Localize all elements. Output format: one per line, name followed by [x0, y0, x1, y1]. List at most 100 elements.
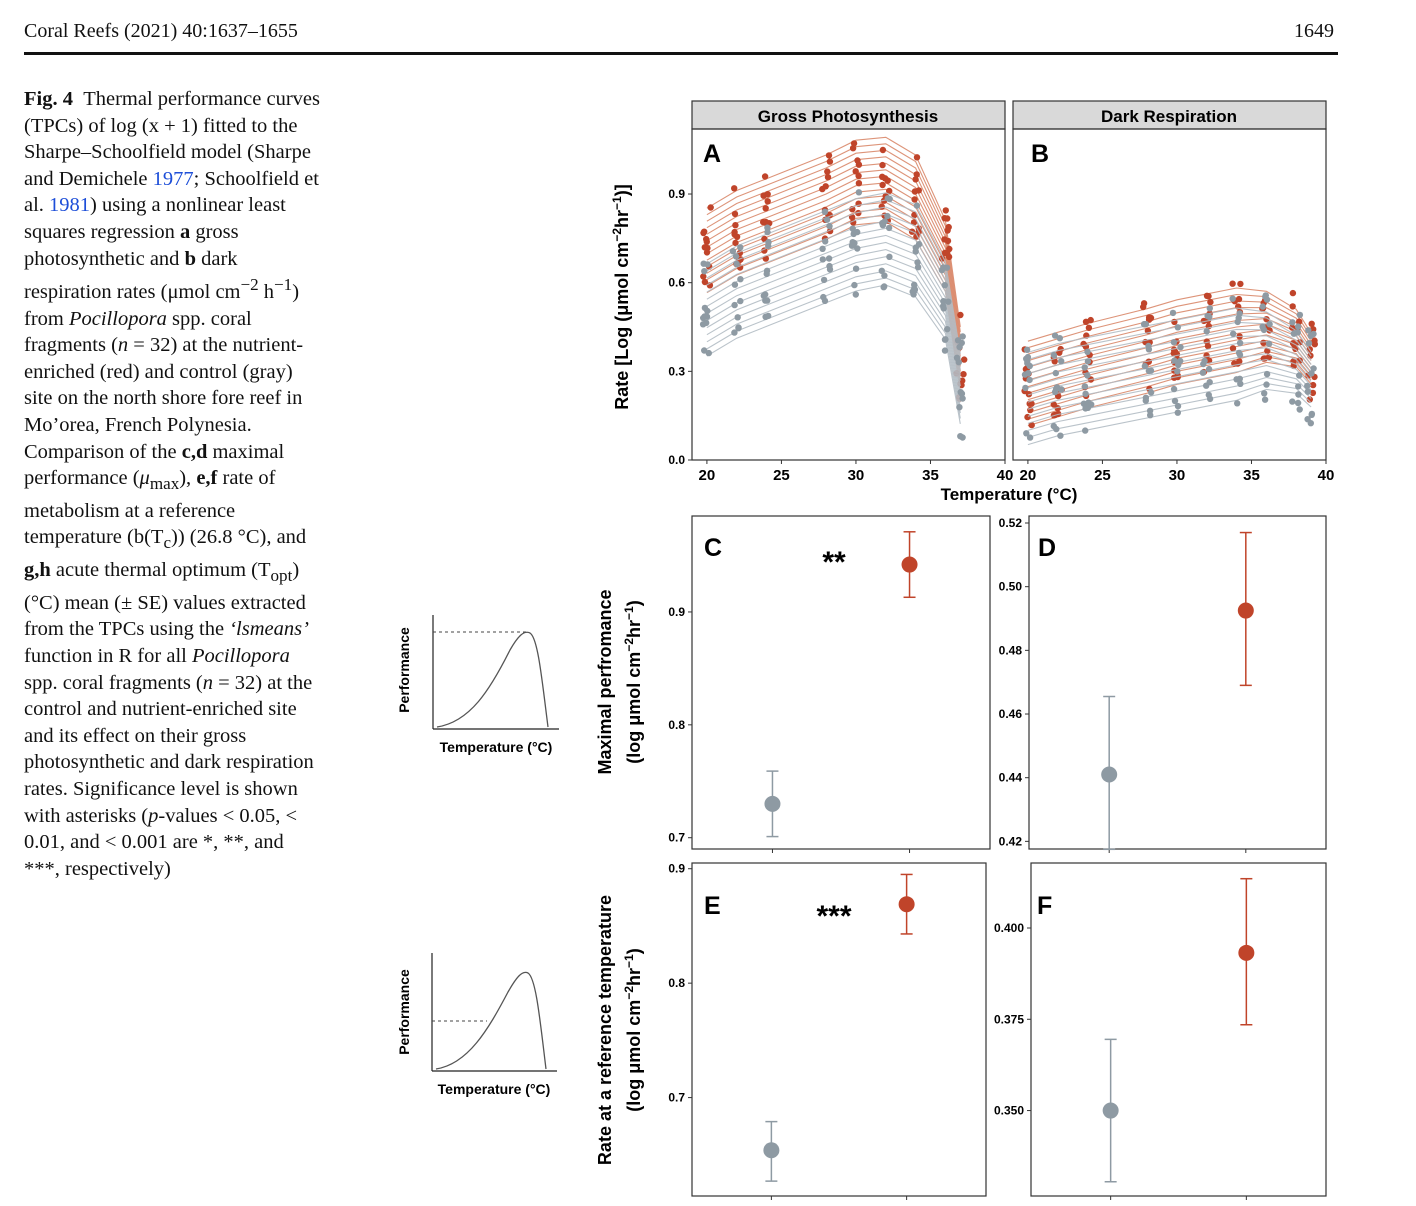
data-point	[1234, 318, 1241, 326]
x-tick-label: 40	[997, 467, 1014, 484]
data-point	[1266, 321, 1273, 328]
fitted-curve	[706, 227, 961, 381]
data-point	[943, 264, 951, 271]
data-point	[1295, 391, 1302, 398]
data-point	[737, 276, 744, 283]
strip-gross-photosynthesis	[691, 100, 1006, 130]
data-point	[1296, 318, 1303, 325]
data-point	[704, 307, 711, 315]
data-point	[822, 183, 829, 190]
ref-link-1977[interactable]: 1977	[152, 167, 194, 190]
data-point	[1264, 347, 1271, 355]
data-point	[1170, 385, 1178, 393]
fitted-curve	[706, 256, 961, 403]
x-tick-label: 35	[1243, 467, 1260, 484]
data-point	[914, 264, 922, 271]
data-point	[1145, 314, 1153, 321]
data-point	[1310, 365, 1317, 372]
data-point	[1309, 389, 1317, 397]
x-tick-label: 20	[699, 467, 716, 484]
data-point	[1084, 348, 1091, 355]
data-point	[1294, 399, 1302, 407]
data-point	[1236, 351, 1244, 359]
data-point	[1085, 324, 1093, 331]
data-point	[1309, 381, 1317, 389]
fitted-curve	[1027, 347, 1312, 396]
fitted-curve	[1027, 353, 1312, 403]
x-tick-label: 25	[1094, 467, 1111, 484]
y-tick-label: 0.52	[999, 516, 1023, 530]
data-point	[760, 192, 767, 199]
data-point	[701, 228, 708, 235]
data-point	[700, 260, 707, 267]
data-point	[1295, 383, 1302, 390]
data-point	[821, 208, 829, 215]
data-point	[737, 244, 744, 251]
data-point	[1204, 312, 1211, 320]
data-point	[1174, 409, 1182, 416]
data-point	[855, 209, 862, 217]
panel-label-c: C	[704, 534, 722, 562]
data-point	[1289, 319, 1296, 326]
data-point	[1296, 372, 1303, 379]
data-point	[700, 314, 707, 322]
data-point	[1206, 379, 1213, 386]
significance-c: **	[822, 546, 846, 579]
data-point	[1171, 357, 1178, 364]
inset-peak: Temperature (°C) Performance	[396, 615, 559, 755]
fitted-curve	[706, 206, 961, 365]
data-point	[737, 297, 744, 305]
fitted-curve	[1027, 345, 1312, 407]
data-point	[1057, 432, 1064, 439]
data-point	[1296, 311, 1304, 319]
data-point	[731, 228, 738, 236]
data-point	[819, 245, 826, 252]
y-tick-label: 0.375	[994, 1012, 1024, 1026]
data-point	[1310, 330, 1317, 338]
data-point	[915, 241, 923, 248]
data-point	[1023, 346, 1031, 353]
data-point	[1203, 328, 1210, 335]
data-point	[1260, 326, 1268, 334]
data-point	[731, 210, 739, 218]
data-point	[1088, 401, 1095, 408]
data-point	[1023, 430, 1030, 437]
data-point	[855, 172, 862, 180]
fitted-curve	[1027, 382, 1312, 439]
inset-reference: Temperature (°C) Performance	[396, 953, 557, 1097]
data-point	[886, 253, 893, 260]
data-point	[1237, 380, 1244, 387]
fitted-curve	[1027, 328, 1312, 375]
mean-point	[1102, 1102, 1119, 1119]
data-point	[849, 145, 857, 152]
ref-link-1981[interactable]: 1981	[49, 194, 91, 217]
strip-title-b: Dark Respiration	[1101, 107, 1237, 126]
panel-b-frame	[1012, 128, 1327, 461]
journal-citation: Coral Reefs (2021) 40:1637–1655	[24, 20, 298, 42]
data-point	[701, 244, 708, 251]
data-point	[912, 176, 919, 183]
data-point	[1026, 434, 1034, 441]
data-point	[734, 314, 741, 321]
panel-a-frame	[691, 128, 1006, 461]
data-point	[941, 347, 949, 354]
y-tick-label: 0.42	[999, 834, 1023, 848]
y-tick-label: 0.8	[668, 718, 685, 732]
data-point	[1051, 332, 1059, 339]
data-point	[1082, 390, 1089, 397]
data-point	[958, 390, 966, 397]
data-point	[762, 291, 769, 298]
data-point	[1308, 410, 1316, 418]
figure-caption: Fig. 4 Thermal performance curves (TPCs)…	[24, 88, 320, 880]
data-point	[1081, 383, 1089, 390]
data-point	[913, 202, 921, 209]
data-point	[700, 273, 707, 280]
data-point	[705, 349, 712, 357]
x-tick-label: 30	[848, 467, 865, 484]
data-point	[1145, 346, 1153, 353]
fitted-curve	[1027, 365, 1312, 417]
panel-a-plot: 20 25 30 35 40 0.0 0.3 0.6 0.9	[668, 136, 1014, 484]
y-tick-label: 0.400	[994, 921, 1024, 935]
data-point	[1081, 364, 1088, 371]
inset-2-ylabel: Performance	[396, 969, 412, 1055]
